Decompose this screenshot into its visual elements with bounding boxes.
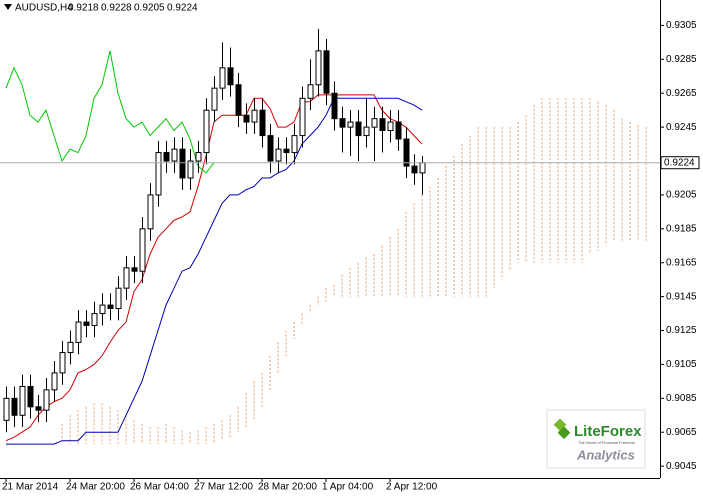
y-tick-label: 0.9085 xyxy=(666,393,697,404)
candle-body xyxy=(291,135,298,154)
current-price-box xyxy=(660,156,700,170)
x-tick-label: 1 Apr 04:00 xyxy=(322,482,374,493)
y-tick-label: 0.9185 xyxy=(666,223,697,234)
candle-body xyxy=(187,160,194,179)
y-tick-label: 0.9145 xyxy=(666,291,697,302)
candle-body xyxy=(27,385,34,408)
x-tick-label: 2 Apr 12:00 xyxy=(386,482,438,493)
candle-body xyxy=(387,121,394,132)
candle-body xyxy=(11,397,18,416)
candle-body xyxy=(411,165,418,174)
logo: LiteForex The World of Financial Freedom… xyxy=(546,409,646,469)
candle-body xyxy=(211,87,218,111)
logo-product: Analytics xyxy=(576,447,635,462)
candle-body xyxy=(347,121,354,128)
candle-body xyxy=(203,109,210,154)
candle-body xyxy=(179,148,186,179)
candle-body xyxy=(155,152,162,196)
candle-body xyxy=(99,304,106,315)
menu-arrow xyxy=(4,4,12,10)
indicator-line xyxy=(5,50,215,174)
x-tick-label: 21 Mar 2014 xyxy=(2,482,59,493)
candle-body xyxy=(363,126,370,137)
header-low: 0.9205 xyxy=(134,3,165,14)
candle-body xyxy=(123,267,130,289)
y-tick-label: 0.9125 xyxy=(666,325,697,336)
candle-body xyxy=(419,162,426,174)
current-price-label: 0.9224 xyxy=(664,157,695,168)
candle-body xyxy=(323,50,330,94)
candle-body xyxy=(219,67,226,89)
y-tick-label: 0.9045 xyxy=(666,461,697,472)
candle-body xyxy=(3,397,10,421)
candle-body xyxy=(315,50,322,86)
candle-body xyxy=(35,406,42,411)
y-tick-label: 0.9265 xyxy=(666,88,697,99)
candle-body xyxy=(339,118,346,128)
candle-body xyxy=(75,321,82,343)
candle-body xyxy=(43,389,50,411)
x-tick-label: 24 Mar 20:00 xyxy=(66,482,125,493)
indicator-line xyxy=(6,97,423,445)
y-tick-label: 0.9165 xyxy=(666,257,697,268)
candle-body xyxy=(171,148,178,162)
candle-body xyxy=(267,135,274,162)
candle-body xyxy=(91,313,98,326)
candle-body xyxy=(395,121,402,140)
candle-body xyxy=(227,67,234,86)
x-tick-label: 26 Mar 04:00 xyxy=(130,482,189,493)
candle-body xyxy=(131,267,138,272)
candle-body xyxy=(299,97,306,137)
y-tick-label: 0.9285 xyxy=(666,54,697,65)
candle-body xyxy=(307,84,314,99)
y-tick-label: 0.9105 xyxy=(666,359,697,370)
header-high: 0.9228 xyxy=(101,3,132,14)
candle-body xyxy=(163,152,170,162)
indicator-line xyxy=(5,94,423,442)
y-tick-label: 0.9205 xyxy=(666,190,697,201)
header: AUDUSD,H4 0.9218 0.9228 0.9205 0.9224 xyxy=(15,3,198,14)
candle-body xyxy=(259,109,266,137)
candle-body xyxy=(67,341,74,354)
candle-body xyxy=(403,138,410,167)
header-open: 0.9218 xyxy=(68,3,99,14)
logo-box xyxy=(546,409,646,469)
candle-body xyxy=(355,121,362,137)
candle-body xyxy=(83,321,90,326)
y-tick-label: 0.9245 xyxy=(666,122,697,133)
y-tick-label: 0.9065 xyxy=(666,427,697,438)
candle-body xyxy=(107,304,114,309)
candle-body xyxy=(147,194,154,230)
candle-body xyxy=(139,228,146,272)
candle-body xyxy=(331,92,338,120)
plot-area xyxy=(0,28,660,445)
candle-body xyxy=(59,352,66,374)
header-close: 0.9224 xyxy=(167,3,198,14)
candle-body xyxy=(371,118,378,128)
symbol: AUDUSD,H4 xyxy=(15,3,73,14)
candle-body xyxy=(275,148,282,162)
candle-body xyxy=(19,385,26,416)
candle-body xyxy=(251,109,258,123)
candle-body xyxy=(283,148,290,154)
logo-slogan: The World of Financial Freedom xyxy=(578,440,636,445)
y-tick-label: 0.9305 xyxy=(666,20,697,31)
x-tick-label: 28 Mar 20:00 xyxy=(258,482,317,493)
candle-body xyxy=(235,84,242,116)
x-tick-label: 27 Mar 12:00 xyxy=(194,482,253,493)
candle-body xyxy=(195,152,202,162)
candle-body xyxy=(379,118,386,132)
logo-brand: LiteForex xyxy=(574,423,642,440)
candle-body xyxy=(115,287,122,309)
candle-body xyxy=(243,114,250,123)
candle-body xyxy=(51,372,58,391)
